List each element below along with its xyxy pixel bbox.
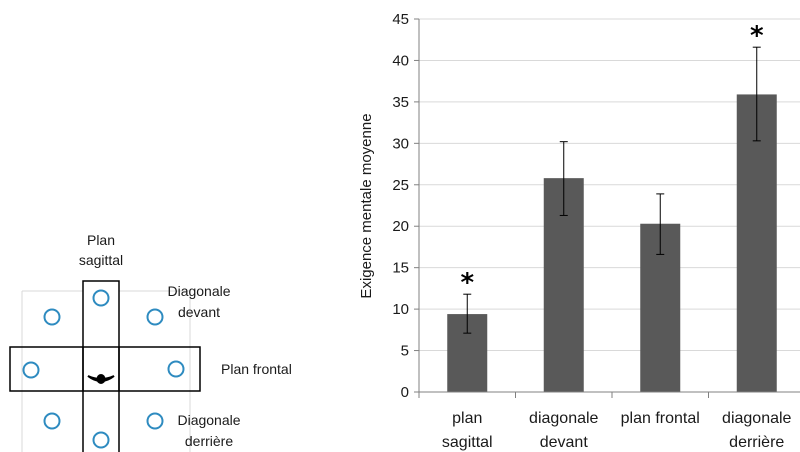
target-circle-upper-right <box>146 308 164 326</box>
bar <box>736 94 777 392</box>
label-diag-front-2: devant <box>178 304 220 320</box>
error-bars <box>463 46 761 334</box>
frontal-plane-rect <box>9 346 201 392</box>
y-tick-label: 45 <box>392 11 409 28</box>
x-category-label: sagittal <box>442 434 493 451</box>
axes <box>418 19 800 398</box>
x-category-label: diagonale <box>722 410 792 427</box>
target-circle-left <box>22 361 40 379</box>
y-tick-label: 15 <box>392 260 409 277</box>
significance-marker: * <box>750 21 764 51</box>
person-top-view-icon <box>87 374 115 384</box>
planes-diagram: Plan sagittal Diagonale devant Plan fron… <box>9 232 292 452</box>
label-frontal: Plan frontal <box>221 361 292 377</box>
target-circle-right <box>167 360 185 378</box>
label-sagittal-2: sagittal <box>79 252 123 268</box>
x-category-label: diagonale <box>529 410 599 427</box>
y-axis-label: Exigence mentale moyenne <box>358 113 375 298</box>
x-category-label: devant <box>540 434 589 451</box>
label-diag-back-1: Diagonale <box>177 412 240 428</box>
y-tick-label: 5 <box>401 343 409 360</box>
y-tick-labels: 0 5 10 15 20 25 30 35 40 45 <box>392 11 419 401</box>
x-category-label: plan <box>452 410 482 427</box>
guide-lines <box>21 290 191 452</box>
label-sagittal-1: Plan <box>87 232 115 248</box>
significance-marker: * <box>460 268 474 298</box>
gridlines <box>419 18 800 352</box>
target-circle-bottom <box>92 431 110 449</box>
target-circle-top <box>92 289 110 307</box>
y-tick-label: 30 <box>392 135 409 152</box>
x-category-label: derrière <box>729 434 784 451</box>
y-tick-label: 25 <box>392 177 409 194</box>
x-category-label: plan frontal <box>621 410 700 427</box>
x-category-labels: plan sagittal diagonale devant plan frontal d… <box>442 410 792 451</box>
y-tick-label: 10 <box>392 301 409 318</box>
y-tick-label: 40 <box>392 52 409 69</box>
target-circle-upper-left <box>43 308 61 326</box>
significance-markers: ** <box>460 21 764 298</box>
y-tick-label: 0 <box>401 384 409 401</box>
target-circle-lower-left <box>43 412 61 430</box>
target-circle-lower-right <box>146 412 164 430</box>
targets <box>22 289 185 449</box>
bars <box>447 94 777 392</box>
y-tick-label: 35 <box>392 94 409 111</box>
label-diag-front-1: Diagonale <box>167 283 230 299</box>
label-diag-back-2: derrière <box>185 433 233 449</box>
y-tick-label: 20 <box>392 218 409 235</box>
